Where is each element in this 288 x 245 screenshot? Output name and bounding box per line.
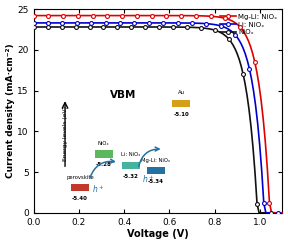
X-axis label: Voltage (V): Voltage (V) [127, 230, 189, 239]
Legend: Mg-Li: NiOₓ, Li: NiOₓ, NiOₓ: Mg-Li: NiOₓ, Li: NiOₓ, NiOₓ [219, 12, 279, 37]
Y-axis label: Current density (mA·cm⁻²): Current density (mA·cm⁻²) [5, 44, 15, 178]
